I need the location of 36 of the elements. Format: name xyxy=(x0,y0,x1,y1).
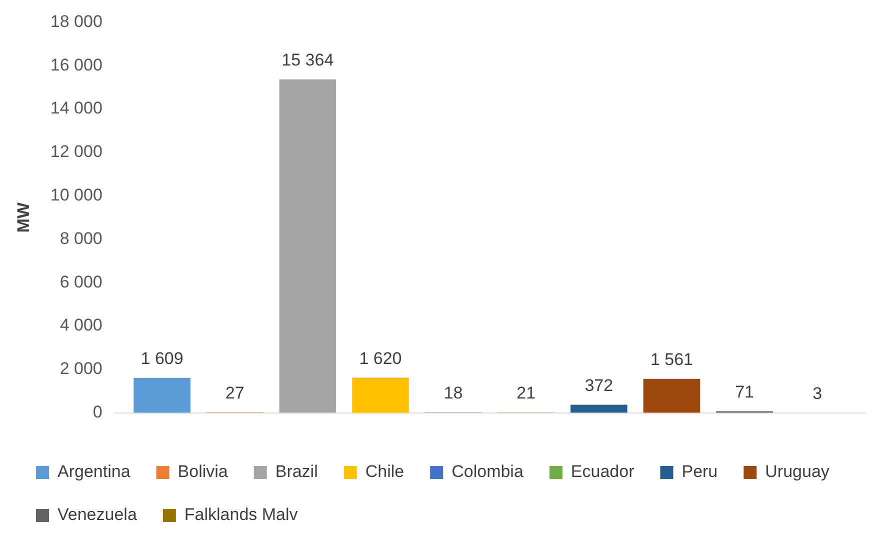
y-tick-label: 12 000 xyxy=(50,142,102,162)
data-label: 27 xyxy=(225,383,244,402)
bar xyxy=(134,378,190,413)
bar xyxy=(279,79,336,413)
legend-label: Brazil xyxy=(275,462,318,482)
y-axis-title: MW xyxy=(14,201,33,233)
y-tick-label: 6 000 xyxy=(60,272,102,292)
data-label: 71 xyxy=(735,382,754,402)
bar xyxy=(570,404,628,413)
y-tick-label: 10 000 xyxy=(50,185,102,204)
y-tick-label: 18 000 xyxy=(50,12,102,31)
bar xyxy=(352,378,409,413)
legend-label: Uruguay xyxy=(765,462,830,482)
y-tick-label: 14 000 xyxy=(50,98,102,118)
legend-label: Venezuela xyxy=(58,505,138,524)
data-label: 21 xyxy=(516,384,536,403)
data-label: 372 xyxy=(584,376,614,395)
y-tick-label: 16 000 xyxy=(50,55,102,74)
legend-label: Argentina xyxy=(58,462,131,482)
legend-label: Peru xyxy=(682,462,718,482)
legend-label: Bolivia xyxy=(178,462,228,482)
legend-label: Falklands Malv xyxy=(184,505,298,524)
bar xyxy=(643,378,700,413)
y-tick-label: 4 000 xyxy=(60,316,102,335)
y-tick-label: 8 000 xyxy=(60,228,102,248)
data-label: 1 620 xyxy=(359,348,402,368)
y-tick-label: 2 000 xyxy=(60,359,102,378)
data-label: 15 364 xyxy=(282,50,334,70)
data-label: 18 xyxy=(444,384,463,403)
data-label: 1 561 xyxy=(650,350,693,370)
legend-label: Chile xyxy=(365,462,404,482)
data-label: 3 xyxy=(812,384,822,403)
legend-label: Ecuador xyxy=(570,462,635,482)
y-tick-label: 0 xyxy=(92,402,102,422)
legend-label: Colombia xyxy=(452,462,524,482)
data-label: 1 609 xyxy=(140,349,184,368)
